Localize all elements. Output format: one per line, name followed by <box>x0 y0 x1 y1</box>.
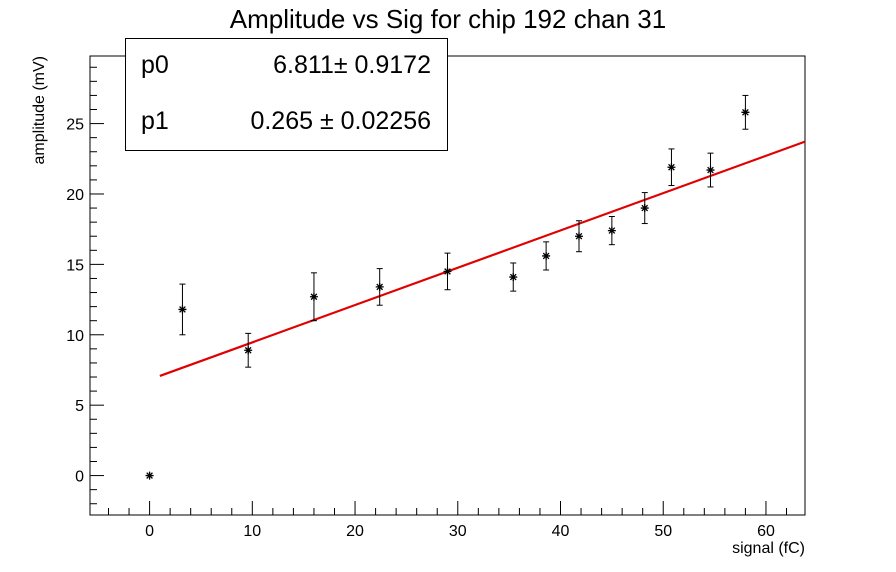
y-axis-label: amplitude (mV) <box>31 56 48 164</box>
fit-param-value: 6.811± 0.9172 <box>273 51 431 79</box>
data-point <box>607 226 616 235</box>
data-point <box>375 282 384 291</box>
data-point <box>667 163 676 172</box>
y-tick-label: 25 <box>66 117 84 134</box>
data-point <box>443 267 452 276</box>
y-tick-label: 10 <box>66 328 84 345</box>
x-tick-label: 50 <box>654 523 672 540</box>
data-point <box>542 251 551 260</box>
y-tick-label: 15 <box>66 257 84 274</box>
x-tick-label: 30 <box>449 523 467 540</box>
y-tick-label: 20 <box>66 187 84 204</box>
data-point <box>244 346 253 355</box>
fit-param-name: p1 <box>141 107 169 135</box>
x-tick-label: 60 <box>757 523 775 540</box>
data-point <box>706 166 715 175</box>
fit-parameters-box: p0 6.811± 0.9172 p1 0.265 ± 0.02256 <box>125 38 448 151</box>
x-tick-label: 40 <box>552 523 570 540</box>
x-tick-label: 10 <box>243 523 261 540</box>
data-point <box>309 292 318 301</box>
data-point <box>145 471 154 480</box>
fit-line <box>159 140 806 377</box>
data-point <box>640 204 649 213</box>
x-tick-label: 20 <box>346 523 364 540</box>
fit-param-name: p0 <box>141 51 169 79</box>
fit-param-value: 0.265 ± 0.02256 <box>250 107 431 135</box>
data-point <box>574 232 583 241</box>
fit-row-p1: p1 0.265 ± 0.02256 <box>126 107 447 147</box>
x-axis-label: signal (fC) <box>732 540 805 557</box>
data-point <box>178 305 187 314</box>
fit-row-p0: p0 6.811± 0.9172 <box>126 51 447 91</box>
x-tick-label: 0 <box>145 523 154 540</box>
chart-title: Amplitude vs Sig for chip 192 chan 31 <box>229 4 667 34</box>
y-tick-label: 5 <box>75 398 84 415</box>
data-point <box>741 108 750 117</box>
y-tick-label: 0 <box>75 469 84 486</box>
data-point <box>509 273 518 282</box>
